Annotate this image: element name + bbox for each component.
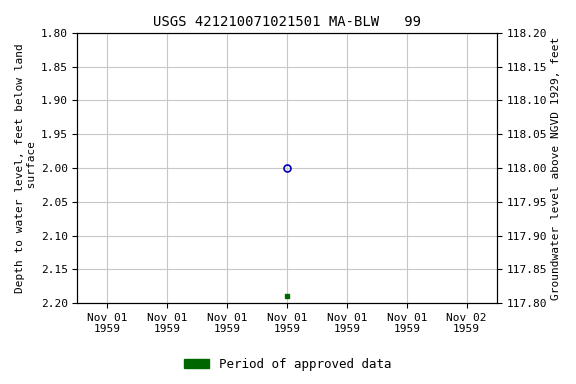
Legend: Period of approved data: Period of approved data bbox=[179, 353, 397, 376]
Y-axis label: Groundwater level above NGVD 1929, feet: Groundwater level above NGVD 1929, feet bbox=[551, 36, 561, 300]
Title: USGS 421210071021501 MA-BLW   99: USGS 421210071021501 MA-BLW 99 bbox=[153, 15, 421, 29]
Y-axis label: Depth to water level, feet below land
 surface: Depth to water level, feet below land su… bbox=[15, 43, 37, 293]
